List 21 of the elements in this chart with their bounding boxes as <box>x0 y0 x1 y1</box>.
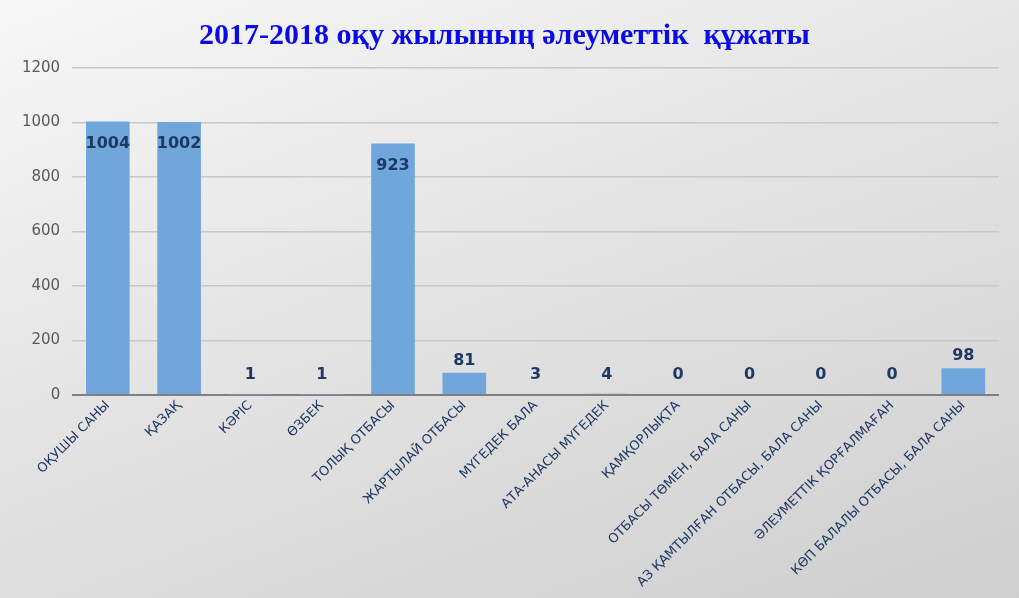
data-label: 98 <box>952 345 975 365</box>
data-label: 3 <box>530 364 542 384</box>
chart-title: 2017-2018 оқу жылының әлеуметтік құжаты <box>199 16 810 50</box>
data-label: 1 <box>316 364 328 384</box>
data-label: 1002 <box>156 133 202 153</box>
y-tick-label: 600 <box>31 221 61 240</box>
data-label: 0 <box>815 364 827 384</box>
y-tick-label: 400 <box>31 275 61 294</box>
y-tick-label: 0 <box>50 384 61 403</box>
data-label: 1004 <box>85 132 131 152</box>
data-label: 0 <box>743 364 756 384</box>
data-label: 1 <box>244 364 256 384</box>
data-label: 0 <box>672 364 684 384</box>
data-label: 81 <box>453 349 476 369</box>
data-label: 0 <box>886 364 898 384</box>
y-tick-label: 1000 <box>21 112 61 131</box>
data-label: 4 <box>601 364 613 384</box>
y-tick-label: 800 <box>31 166 61 185</box>
data-label: 923 <box>376 154 410 174</box>
y-tick-label: 200 <box>31 330 61 349</box>
y-tick-label: 1200 <box>21 57 61 76</box>
